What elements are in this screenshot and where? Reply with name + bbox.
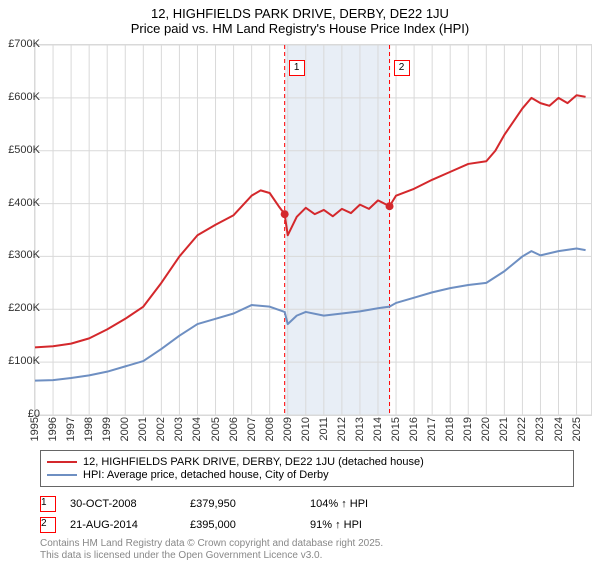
legend-swatch — [47, 461, 77, 463]
sale-date: 21-AUG-2014 — [70, 519, 190, 531]
x-axis-label: 2022 — [516, 417, 528, 441]
sale-row: 2 21-AUG-2014 £395,000 91% ↑ HPI — [40, 517, 362, 533]
x-axis-label: 1999 — [101, 417, 113, 441]
title-line1: 12, HIGHFIELDS PARK DRIVE, DERBY, DE22 1… — [0, 6, 600, 21]
sale-price: £395,000 — [190, 519, 310, 531]
x-axis-label: 2013 — [354, 417, 366, 441]
plot-svg — [35, 45, 591, 415]
legend: 12, HIGHFIELDS PARK DRIVE, DERBY, DE22 1… — [40, 450, 574, 487]
x-axis-label: 2009 — [282, 417, 294, 441]
sale-marker-icon: 2 — [40, 517, 56, 533]
x-axis-label: 2015 — [390, 417, 402, 441]
title-block: 12, HIGHFIELDS PARK DRIVE, DERBY, DE22 1… — [0, 0, 600, 36]
x-axis-label: 2016 — [408, 417, 420, 441]
x-axis-label: 2019 — [462, 417, 474, 441]
y-axis-label: £200K — [8, 302, 40, 314]
x-axis-label: 2014 — [372, 417, 384, 441]
sale-pct: 91% ↑ HPI — [310, 519, 362, 531]
x-axis-label: 2000 — [119, 417, 131, 441]
footer-line: This data is licensed under the Open Gov… — [40, 550, 383, 562]
x-axis-label: 2010 — [300, 417, 312, 441]
x-axis-label: 2007 — [246, 417, 258, 441]
x-axis-label: 1995 — [29, 417, 41, 441]
x-axis-label: 1996 — [47, 417, 59, 441]
x-axis-label: 1997 — [65, 417, 77, 441]
x-axis-label: 2003 — [173, 417, 185, 441]
legend-label: 12, HIGHFIELDS PARK DRIVE, DERBY, DE22 1… — [83, 456, 424, 468]
footer-attribution: Contains HM Land Registry data © Crown c… — [40, 538, 383, 562]
x-axis-label: 2004 — [191, 417, 203, 441]
y-axis-label: £700K — [8, 38, 40, 50]
legend-item: 12, HIGHFIELDS PARK DRIVE, DERBY, DE22 1… — [47, 456, 567, 468]
x-axis-label: 2002 — [155, 417, 167, 441]
sale-marker-icon: 1 — [40, 496, 56, 512]
x-axis-label: 2021 — [498, 417, 510, 441]
sale-price: £379,950 — [190, 498, 310, 510]
x-axis-label: 2023 — [534, 417, 546, 441]
x-axis-label: 2017 — [426, 417, 438, 441]
x-axis-label: 2006 — [228, 417, 240, 441]
y-axis-label: £300K — [8, 249, 40, 261]
plot-area: 12 — [34, 44, 592, 416]
event-marker-icon: 1 — [289, 60, 305, 76]
y-axis-label: £500K — [8, 144, 40, 156]
x-axis-label: 2011 — [318, 417, 330, 441]
chart-container: { "title_line1": "12, HIGHFIELDS PARK DR… — [0, 0, 600, 560]
legend-item: HPI: Average price, detached house, City… — [47, 469, 567, 481]
y-axis-label: £100K — [8, 355, 40, 367]
x-axis-label: 1998 — [83, 417, 95, 441]
x-axis-label: 2024 — [553, 417, 565, 441]
sale-row: 1 30-OCT-2008 £379,950 104% ↑ HPI — [40, 496, 368, 512]
x-axis-label: 2018 — [444, 417, 456, 441]
x-axis-label: 2025 — [571, 417, 583, 441]
y-axis-label: £600K — [8, 91, 40, 103]
legend-label: HPI: Average price, detached house, City… — [83, 469, 329, 481]
x-axis-label: 2020 — [480, 417, 492, 441]
x-axis-label: 2008 — [264, 417, 276, 441]
event-marker-icon: 2 — [394, 60, 410, 76]
y-axis-label: £400K — [8, 197, 40, 209]
x-axis-label: 2005 — [210, 417, 222, 441]
legend-swatch — [47, 474, 77, 476]
x-axis-label: 2001 — [137, 417, 149, 441]
sale-date: 30-OCT-2008 — [70, 498, 190, 510]
title-line2: Price paid vs. HM Land Registry's House … — [0, 21, 600, 36]
sale-pct: 104% ↑ HPI — [310, 498, 368, 510]
footer-line: Contains HM Land Registry data © Crown c… — [40, 538, 383, 550]
x-axis-label: 2012 — [336, 417, 348, 441]
